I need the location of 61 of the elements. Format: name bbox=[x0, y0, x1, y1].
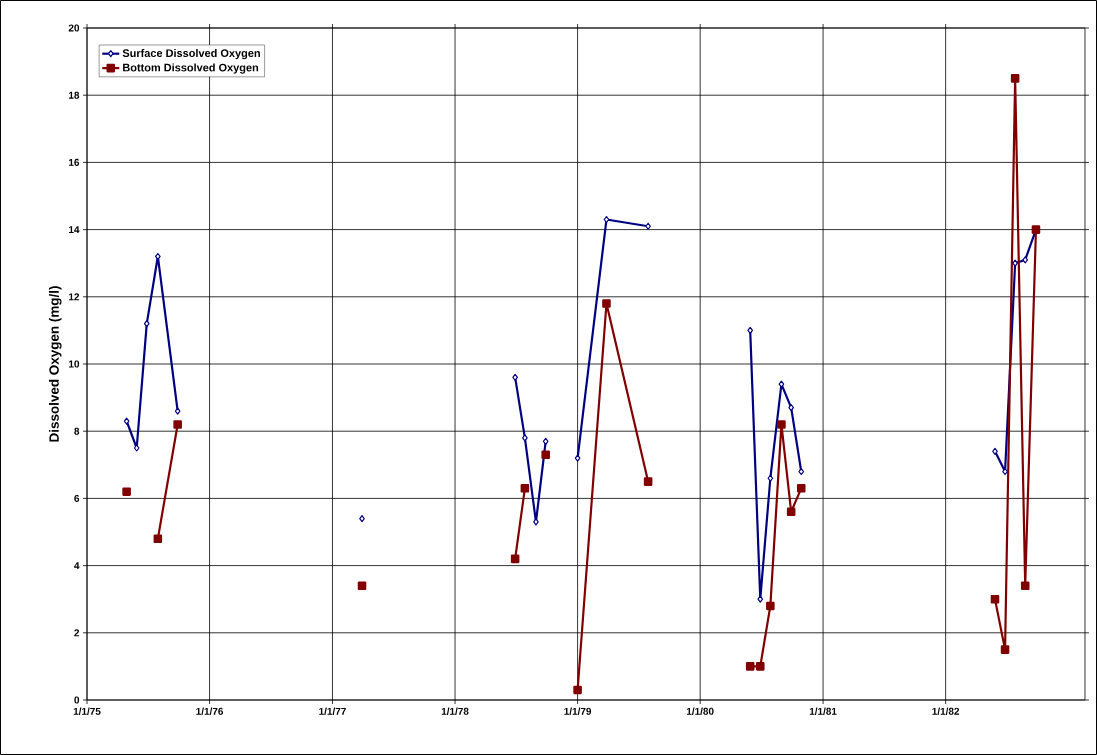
y-tick-label: 14 bbox=[69, 226, 80, 234]
y-tick-label: 8 bbox=[74, 427, 80, 435]
point bbox=[602, 299, 611, 308]
point bbox=[173, 420, 182, 429]
point bbox=[574, 454, 581, 462]
point bbox=[1010, 74, 1020, 83]
point bbox=[778, 380, 785, 388]
point bbox=[520, 484, 530, 493]
point bbox=[777, 420, 786, 429]
point bbox=[757, 595, 764, 603]
point bbox=[123, 417, 130, 425]
y-tick-label: 6 bbox=[74, 494, 80, 502]
point bbox=[522, 434, 528, 442]
point bbox=[796, 484, 806, 493]
legend-label: Bottom Dissolved Oxygen bbox=[123, 63, 259, 74]
point bbox=[1000, 645, 1010, 654]
point bbox=[143, 320, 150, 328]
point bbox=[755, 662, 765, 671]
y-tick-label: 4 bbox=[74, 562, 80, 570]
point bbox=[1020, 581, 1030, 591]
point bbox=[992, 447, 998, 455]
point bbox=[542, 437, 549, 445]
point bbox=[798, 467, 805, 476]
x-tick-label: 1/1/82 bbox=[932, 707, 960, 715]
point bbox=[1012, 259, 1018, 267]
point bbox=[541, 450, 550, 460]
y-tick-label: 2 bbox=[74, 629, 80, 637]
y-tick-label: 12 bbox=[69, 293, 80, 301]
x-tick-label: 1/1/78 bbox=[441, 707, 469, 715]
legend-label: Surface Dissolved Oxygen bbox=[122, 48, 260, 60]
x-tick-label: 1/1/80 bbox=[686, 707, 714, 715]
point bbox=[788, 404, 794, 412]
y-axis-title: Dissolved Oxygen (mg/l) bbox=[48, 286, 62, 442]
x-tick-label: 1/1/79 bbox=[564, 707, 592, 715]
point bbox=[133, 444, 140, 452]
point bbox=[645, 222, 651, 230]
point bbox=[745, 662, 755, 671]
x-tick-label: 1/1/76 bbox=[196, 707, 224, 715]
point bbox=[786, 507, 796, 517]
point bbox=[357, 581, 367, 591]
y-tick-label: 18 bbox=[69, 91, 80, 99]
point bbox=[766, 601, 775, 611]
x-tick-label: 1/1/77 bbox=[319, 707, 346, 715]
point bbox=[747, 326, 754, 334]
point bbox=[174, 407, 181, 415]
y-tick-label: 20 bbox=[68, 24, 80, 32]
x-tick-label: 1/1/75 bbox=[73, 707, 101, 715]
y-tick-label: 10 bbox=[69, 360, 80, 368]
point bbox=[990, 594, 1000, 604]
point bbox=[603, 215, 610, 224]
y-tick-label: 16 bbox=[69, 158, 80, 166]
point bbox=[573, 685, 582, 695]
point bbox=[122, 487, 131, 496]
point bbox=[1022, 256, 1029, 264]
point bbox=[767, 474, 774, 482]
y-tick-label: 0 bbox=[74, 696, 80, 704]
x-tick-label: 1/1/81 bbox=[809, 707, 837, 715]
point bbox=[153, 534, 163, 544]
point bbox=[510, 554, 520, 564]
point bbox=[533, 518, 539, 526]
point bbox=[643, 477, 653, 486]
